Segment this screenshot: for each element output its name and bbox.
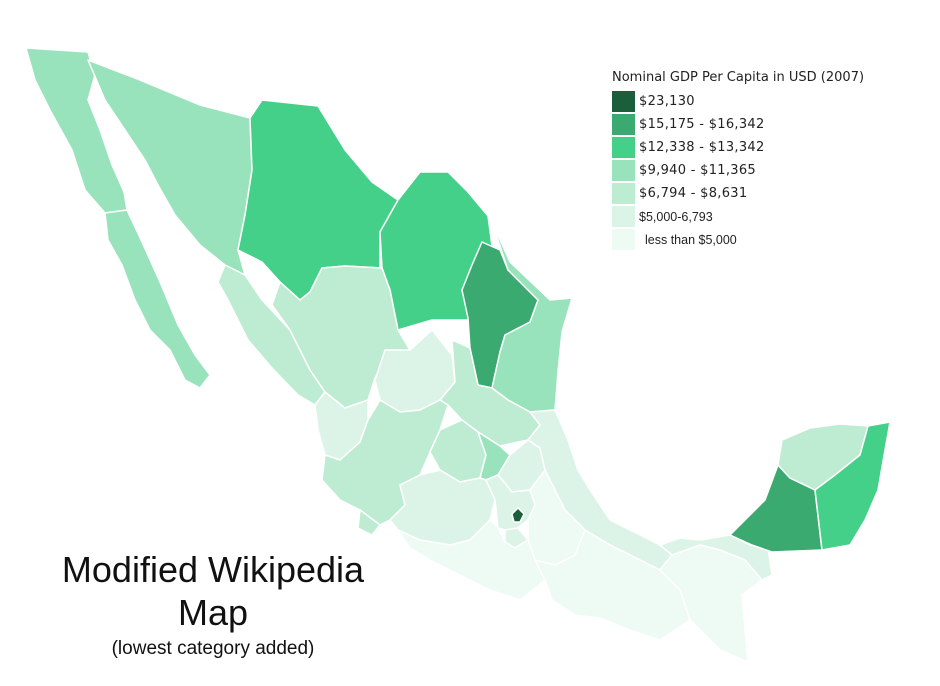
legend-label: $12,338 - $13,342 [639,140,765,155]
map-caption: Modified Wikipedia Map (lowest category … [28,548,398,662]
legend-label: $15,175 - $16,342 [639,117,765,132]
legend-item: $23,130 [612,90,864,113]
legend-label: $6,794 - $8,631 [639,186,748,201]
legend-item: less than $5,000 [612,228,864,251]
legend-swatch [612,206,635,227]
region-tabasco[interactable]: Tabasco [659,534,773,581]
legend-title: Nominal GDP Per Capita in USD (2007) [612,70,865,85]
legend-label: $5,000-6,793 [639,209,713,224]
region-colima[interactable]: Colima [357,509,381,536]
legend-item: $5,000-6,793 [612,205,864,228]
legend-item: $9,940 - $11,365 [612,159,864,182]
region-quintana-roo[interactable]: Quintana Roo [814,421,891,551]
legend-swatch [612,114,635,135]
legend-item: $12,338 - $13,342 [612,136,864,159]
legend-swatch [612,160,635,181]
region-guerrero[interactable]: Guerrero [397,519,546,601]
legend-swatch [612,91,635,112]
legend-item: $15,175 - $16,342 [612,113,864,136]
legend-item: $6,794 - $8,631 [612,182,864,205]
legend-swatch [612,229,635,250]
legend-label: less than $5,000 [645,232,737,247]
caption-subtitle: (lowest category added) [111,638,315,659]
region-distrito-federal[interactable]: Distrito Federal [511,507,525,523]
region-baja-california-sur[interactable]: Baja California Sur [104,209,211,389]
legend-label: $23,130 [639,94,695,109]
caption-title-line1: Modified Wikipedia [61,549,365,590]
legend-swatch [612,183,635,204]
region-baja-california[interactable]: Baja California [25,47,128,214]
caption-title-line2: Map [177,592,249,633]
legend-swatch [612,137,635,158]
legend: Nominal GDP Per Capita in USD (2007) $23… [612,70,864,251]
legend-label: $9,940 - $11,365 [639,163,757,178]
